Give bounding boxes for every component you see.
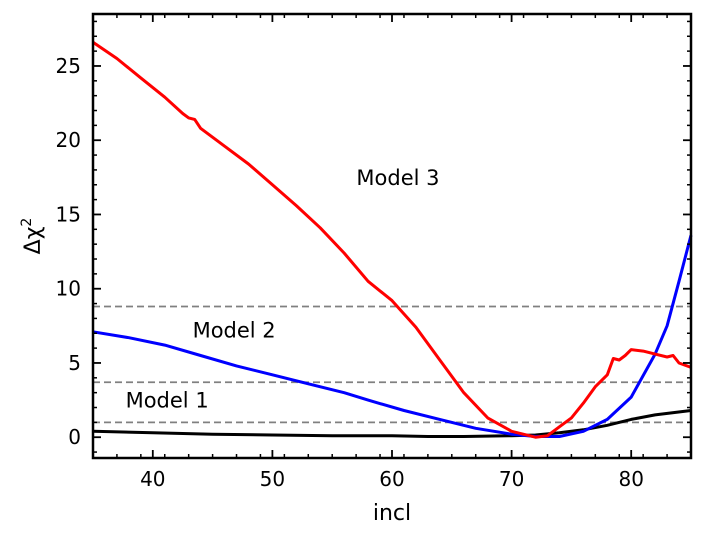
series-line-3: [92, 40, 692, 439]
x-tick-label: 50: [260, 467, 285, 491]
x-tick-label: 40: [140, 467, 165, 491]
y-tick-label: 20: [56, 128, 81, 152]
y-tick-label: 25: [56, 54, 81, 78]
x-tick-label: 80: [618, 467, 643, 491]
y-axis-label-base: Δχ: [21, 226, 46, 254]
plot-frame: [91, 12, 693, 460]
annotation-model-3: Model 3: [356, 166, 439, 190]
x-axis-label: incl: [373, 501, 411, 526]
y-tick-label: 0: [68, 425, 81, 449]
ticks-group: 40 50 60 70 80 0 5 10 15 20 25: [56, 14, 692, 491]
annotation-model-1: Model 1: [126, 389, 209, 413]
series-line-2: [92, 234, 693, 438]
series-line-1: [92, 409, 692, 438]
y-tick-label: 5: [68, 351, 81, 375]
x-tick-label: 70: [499, 467, 524, 491]
y-tick-label: 15: [56, 202, 81, 226]
y-axis-label: Δχ2: [19, 218, 46, 255]
x-tick-label: 60: [379, 467, 404, 491]
series-group: [92, 40, 693, 439]
annotations-group: Model 1 Model 2 Model 3: [126, 166, 440, 413]
y-axis-label-superscript: 2: [19, 218, 35, 227]
reference-lines: [93, 305, 691, 424]
y-tick-label: 10: [56, 277, 81, 301]
annotation-model-2: Model 2: [193, 319, 276, 343]
